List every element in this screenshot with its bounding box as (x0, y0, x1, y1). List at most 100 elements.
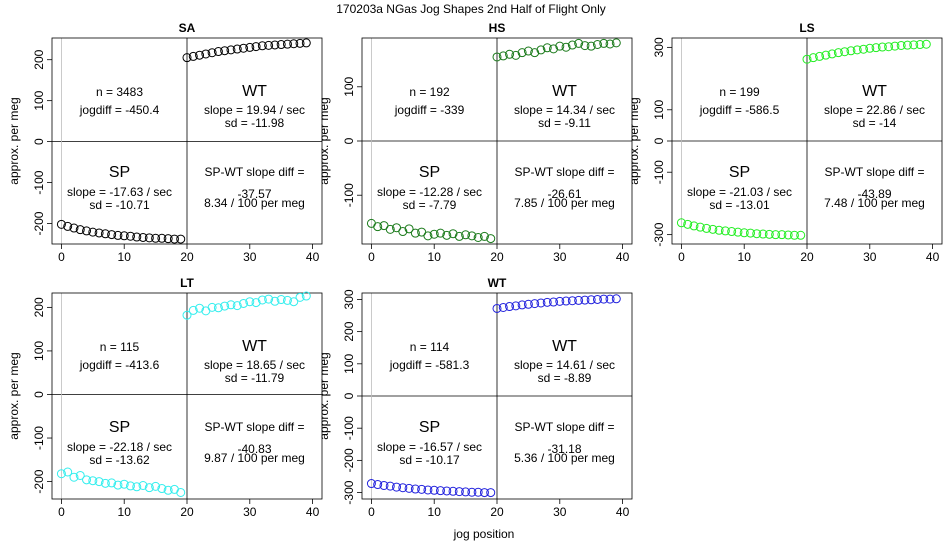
sp-sd: sd = -13.01 (709, 198, 770, 212)
wt-point (201, 49, 211, 59)
wt-point (549, 44, 559, 54)
y-tick-label: -300 (342, 480, 356, 504)
panel-hs: HS 0 10 20 30 40 -100 0 100 approx. per meg n = 19… (317, 21, 633, 264)
wt-point (295, 292, 305, 302)
annotations: n = 3483 jogdiff = -450.4 WT slope = 19.94 … (67, 83, 305, 212)
wt-point (264, 294, 274, 304)
sp-point (82, 226, 92, 236)
wt-label: WT (552, 338, 577, 355)
wt-point (207, 302, 217, 312)
wt-point (220, 301, 230, 311)
sp-point (157, 484, 167, 494)
wt-point (567, 296, 577, 306)
wt-point (226, 300, 236, 310)
wt-point (592, 40, 602, 50)
panel-title: LS (799, 21, 814, 35)
y-tick-label: -100 (342, 183, 356, 207)
wt-point (492, 52, 502, 62)
x-tick-label: 0 (678, 250, 685, 264)
annotations: n = 115 jogdiff = -413.6 WT slope = 18.65 /… (67, 338, 305, 467)
wt-point (301, 291, 311, 301)
annotations: n = 199 jogdiff = -586.5 WT slope = 22.86 /… (687, 83, 925, 212)
sp-point (708, 224, 718, 234)
wt-point (599, 294, 609, 304)
sp-point (163, 485, 173, 495)
sp-point (727, 227, 737, 237)
sp-point (176, 487, 186, 497)
wt-point (605, 39, 615, 49)
sp-point (398, 483, 408, 493)
sp-label: SP (109, 164, 130, 181)
wt-point (586, 41, 596, 51)
slope-diff-value: -43.89 (857, 187, 891, 201)
wt-label: WT (242, 83, 267, 100)
sp-point (119, 231, 129, 241)
sp-point (366, 479, 376, 489)
wt-point (251, 298, 261, 308)
wt-point (276, 295, 286, 305)
sp-point (689, 221, 699, 231)
x-tick-label: 40 (616, 250, 630, 264)
wt-point (220, 46, 230, 56)
wt-label: WT (552, 83, 577, 100)
wt-point (865, 43, 875, 53)
wt-point (239, 298, 249, 308)
wt-point (213, 47, 223, 57)
sp-point (702, 223, 712, 233)
wt-label: WT (862, 83, 887, 100)
sp-label: SP (109, 419, 130, 436)
sp-point (132, 482, 142, 492)
sp-point (448, 229, 458, 239)
wt-slope: slope = 22.86 / sec (824, 103, 925, 117)
sp-point (473, 487, 483, 497)
sp-point (410, 228, 420, 238)
x-tick-label: 10 (428, 505, 442, 519)
sp-point (777, 230, 787, 240)
sp-point (758, 229, 768, 239)
sp-point (169, 234, 179, 244)
n-count: n = 3483 (96, 85, 143, 99)
n-count: n = 114 (410, 340, 450, 354)
x-tick-label: 10 (428, 250, 442, 264)
wt-point (505, 49, 515, 59)
wt-point (859, 44, 869, 54)
wt-point (264, 40, 274, 50)
sp-point (94, 228, 104, 238)
wt-point (599, 38, 609, 48)
wt-point (536, 45, 546, 55)
sp-sd: sd = -10.17 (399, 453, 460, 467)
x-tick-label: 20 (800, 250, 814, 264)
wt-point (877, 42, 887, 52)
wt-point (821, 50, 831, 60)
wt-slope: slope = 14.34 / sec (514, 103, 615, 117)
wt-point (586, 295, 596, 305)
slope-diff-value: -37.57 (237, 187, 271, 201)
sp-point (771, 230, 781, 240)
sp-point (379, 480, 389, 490)
y-tick-label: -100 (32, 170, 46, 194)
wt-point (251, 42, 261, 52)
slope-diff-rate: 8.34 / 100 per meg (204, 196, 305, 210)
wt-point (195, 50, 205, 60)
slope-diff-value: -26.61 (547, 187, 581, 201)
sp-point (486, 488, 496, 498)
sp-label: SP (419, 419, 440, 436)
sp-slope: slope = -21.03 / sec (687, 185, 792, 199)
annotations: n = 114 jogdiff = -581.3 WT slope = 14.61 /… (377, 338, 615, 467)
y-tick-label: 300 (342, 289, 356, 309)
figure-title: 170203a NGas Jog Shapes 2nd Half of Flig… (336, 2, 606, 16)
sp-point (435, 486, 445, 496)
y-axis-label: approx. per meg (7, 97, 21, 184)
x-tick-label: 30 (243, 250, 257, 264)
wt-point (611, 294, 621, 304)
y-tick-label: 100 (342, 353, 356, 373)
y-tick-label: -100 (342, 416, 356, 440)
sp-point (676, 218, 686, 228)
sp-point (429, 229, 439, 239)
y-tick-label: 100 (342, 76, 356, 96)
sp-slope: slope = -12.28 / sec (377, 185, 482, 199)
panel-sa: SA 0 10 20 30 40 -200 -100 0 100 200 approx. per me… (7, 21, 323, 264)
wt-point (282, 39, 292, 49)
jogdiff-value: jogdiff = -450.4 (79, 103, 160, 117)
sp-point (69, 223, 79, 233)
